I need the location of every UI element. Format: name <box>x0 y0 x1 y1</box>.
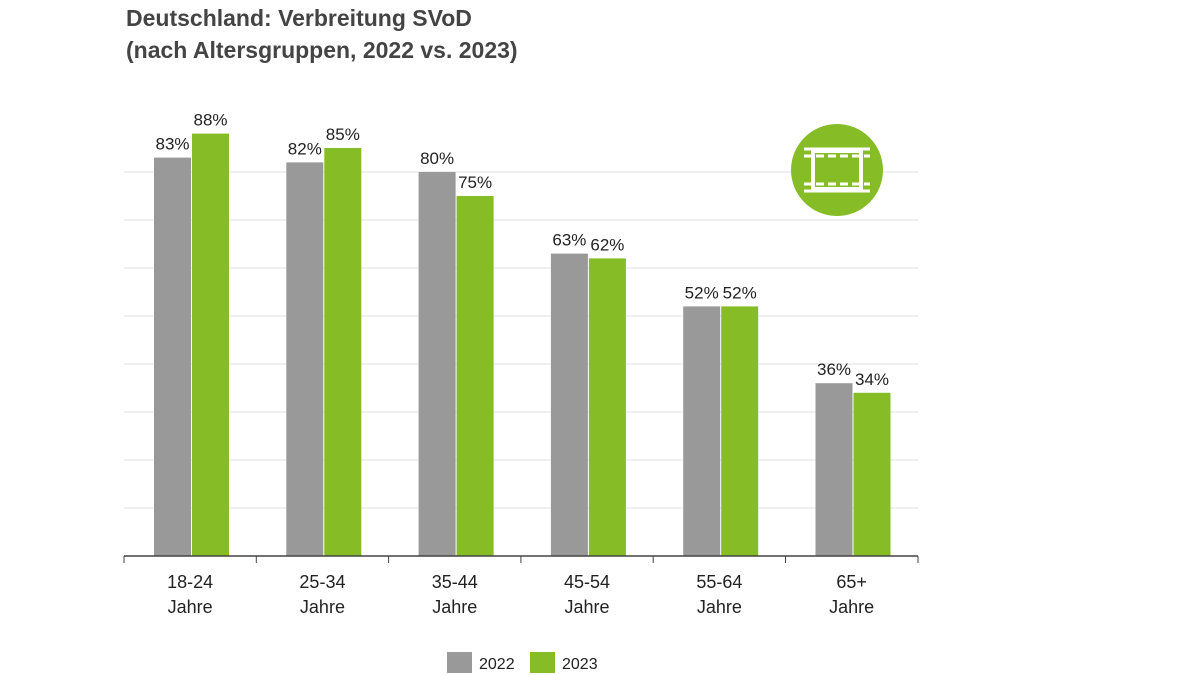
title-line-1: Deutschland: Verbreitung SVoD <box>126 5 472 31</box>
x-tick-label: Jahre <box>829 597 874 617</box>
data-label: 85% <box>326 125 360 144</box>
legend-label: 2022 <box>479 656 515 673</box>
bar-2022-25-34 <box>286 162 324 556</box>
legend-label: 2023 <box>562 656 598 673</box>
x-tick-label: Jahre <box>565 597 610 617</box>
data-label: 82% <box>288 139 322 158</box>
data-label: 63% <box>552 231 586 250</box>
data-label: 62% <box>590 235 624 254</box>
bar-2023-45-54 <box>588 258 626 556</box>
legend-swatch-2023 <box>530 652 555 673</box>
title-line-2: (nach Altersgruppen, 2022 vs. 2023) <box>126 37 518 63</box>
x-tick-label: 35-44 <box>432 572 478 592</box>
legend-swatch-2022 <box>447 652 472 673</box>
x-tick-label: 18-24 <box>167 572 213 592</box>
x-tick-label: 55-64 <box>696 572 742 592</box>
data-label: 75% <box>458 173 492 192</box>
chart-title: Deutschland: Verbreitung SVoD (nach Alte… <box>126 2 518 66</box>
x-tick-label: 25-34 <box>299 572 345 592</box>
bar-2022-45-54 <box>550 253 588 556</box>
x-tick-label: 45-54 <box>564 572 610 592</box>
data-label: 80% <box>420 149 454 168</box>
x-tick-label: Jahre <box>432 597 477 617</box>
bar-2022-55-64 <box>683 306 721 556</box>
bar-2022-18-24 <box>154 157 191 556</box>
data-label: 52% <box>685 283 719 302</box>
bar-2023-25-34 <box>324 148 362 556</box>
bar-2022-65+ <box>815 383 853 556</box>
x-tick-label: 65+ <box>836 572 867 592</box>
data-label: 88% <box>193 111 227 130</box>
bar-2023-65+ <box>853 392 891 556</box>
data-label: 83% <box>155 135 189 154</box>
x-tick-label: Jahre <box>168 597 213 617</box>
data-label: 52% <box>723 283 757 302</box>
bar-2022-35-44 <box>418 172 456 556</box>
data-label: 36% <box>817 360 851 379</box>
data-label: 34% <box>855 370 889 389</box>
film-strip-icon-frame <box>811 149 863 191</box>
bar-2023-18-24 <box>192 133 229 556</box>
x-tick-label: Jahre <box>300 597 345 617</box>
bar-2023-55-64 <box>721 306 759 556</box>
bar-2023-35-44 <box>456 196 494 556</box>
x-tick-label: Jahre <box>697 597 742 617</box>
film-strip-icon <box>791 124 883 216</box>
